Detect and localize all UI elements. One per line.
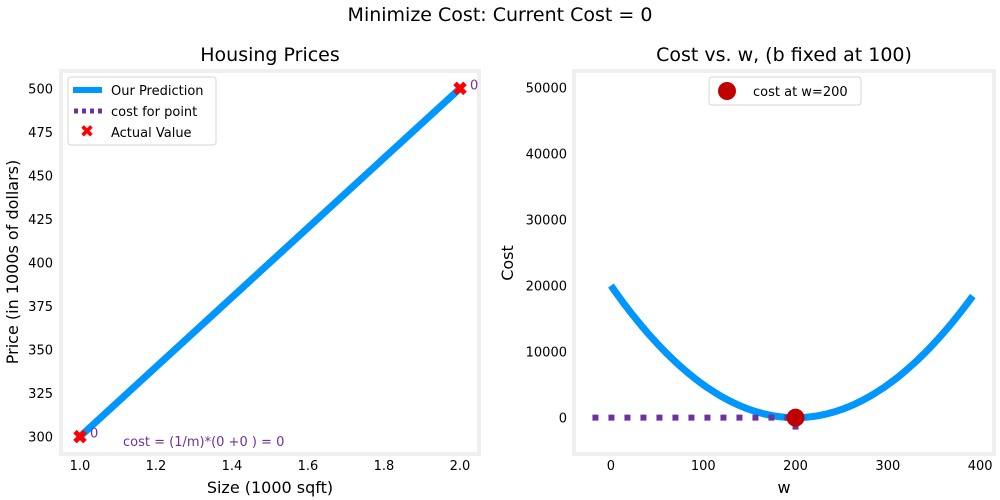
housing-x-tick-label: 1.8 <box>374 459 395 474</box>
cost-y-tick-label: 0 <box>559 412 567 427</box>
cost-y-tick-label: 20000 <box>526 280 567 295</box>
figure-suptitle: Minimize Cost: Current Cost = 0 <box>348 4 653 26</box>
prediction-line <box>77 85 463 440</box>
cost-y-tick-label: 40000 <box>526 148 567 163</box>
legend-marker-label: cost at w=200 <box>753 85 848 100</box>
housing-y-axis-label: Price (in 1000s of dollars) <box>3 160 22 364</box>
cost-annotation: cost = (1/m)*(0 +0 ) = 0 <box>123 435 284 450</box>
actual-value-point <box>73 429 87 444</box>
cost-marker-point <box>786 408 805 427</box>
housing-x-tick-label: 1.6 <box>298 459 319 474</box>
legend-marker-swatch <box>718 82 736 100</box>
housing-x-tick-label: 1.4 <box>222 459 243 474</box>
cost-x-ticks: 0 100 200 300 400 <box>607 459 993 474</box>
cost-x-tick-label: 100 <box>691 459 716 474</box>
housing-marks: 00 <box>73 78 478 444</box>
cost-y-tick-label: 10000 <box>526 346 567 361</box>
housing-y-tick-label: 500 <box>28 82 53 97</box>
housing-y-tick-label: 450 <box>28 169 53 184</box>
cost-legend-box <box>708 76 862 106</box>
cost-plot-frame <box>572 69 996 456</box>
legend-cost-label: cost for point <box>111 105 197 120</box>
cost-x-axis-label: w <box>777 478 790 497</box>
legend-actual-label: Actual Value <box>111 126 192 141</box>
housing-x-axis-label: Size (1000 sqft) <box>207 478 333 497</box>
housing-y-tick-label: 400 <box>28 257 53 272</box>
cost-x-tick-label: 300 <box>875 459 900 474</box>
cost-marks <box>592 283 976 430</box>
housing-legend-box <box>67 76 217 146</box>
housing-prices-chart: Housing Prices Size (1000 sqft) Price (i… <box>3 44 481 497</box>
cost-y-tick-label: 50000 <box>526 82 567 97</box>
housing-y-tick-label: 425 <box>28 213 53 228</box>
housing-x-tick-label: 1.2 <box>146 459 167 474</box>
housing-y-tick-label: 350 <box>28 344 53 359</box>
cost-chart-title: Cost vs. w, (b fixed at 100) <box>656 44 912 66</box>
actual-value-point <box>453 81 467 96</box>
housing-x-ticks: 1.0 1.2 1.4 1.6 1.8 2.0 <box>70 459 471 474</box>
housing-y-ticks: 300 325 350 375 400 425 450 475 500 <box>28 82 53 445</box>
cost-y-axis-label: Cost <box>498 245 517 281</box>
housing-x-tick-label: 2.0 <box>450 459 471 474</box>
cost-x-tick-label: 200 <box>783 459 808 474</box>
legend-prediction-label: Our Prediction <box>111 84 204 99</box>
housing-x-tick-label: 1.0 <box>70 459 91 474</box>
point-cost-label: 0 <box>90 427 98 442</box>
housing-y-tick-label: 300 <box>28 431 53 446</box>
cost-y-tick-label: 30000 <box>526 214 567 229</box>
housing-y-tick-label: 375 <box>28 300 53 315</box>
point-cost-label: 0 <box>470 78 478 93</box>
cost-legend: cost at w=200 <box>708 76 862 106</box>
housing-y-tick-label: 325 <box>28 387 53 402</box>
housing-chart-title: Housing Prices <box>200 44 340 66</box>
cost-vs-w-chart: Cost vs. w, (b fixed at 100) w Cost 0 100… <box>498 44 996 497</box>
cost-x-tick-label: 0 <box>607 459 615 474</box>
legend-actual-swatch: ✖ <box>80 122 94 142</box>
housing-legend: Our Prediction cost for point ✖ Actual V… <box>67 76 217 146</box>
cost-x-tick-label: 400 <box>968 459 993 474</box>
cost-y-ticks: 0 10000 20000 30000 40000 50000 <box>526 82 567 427</box>
housing-y-tick-label: 475 <box>28 126 53 141</box>
